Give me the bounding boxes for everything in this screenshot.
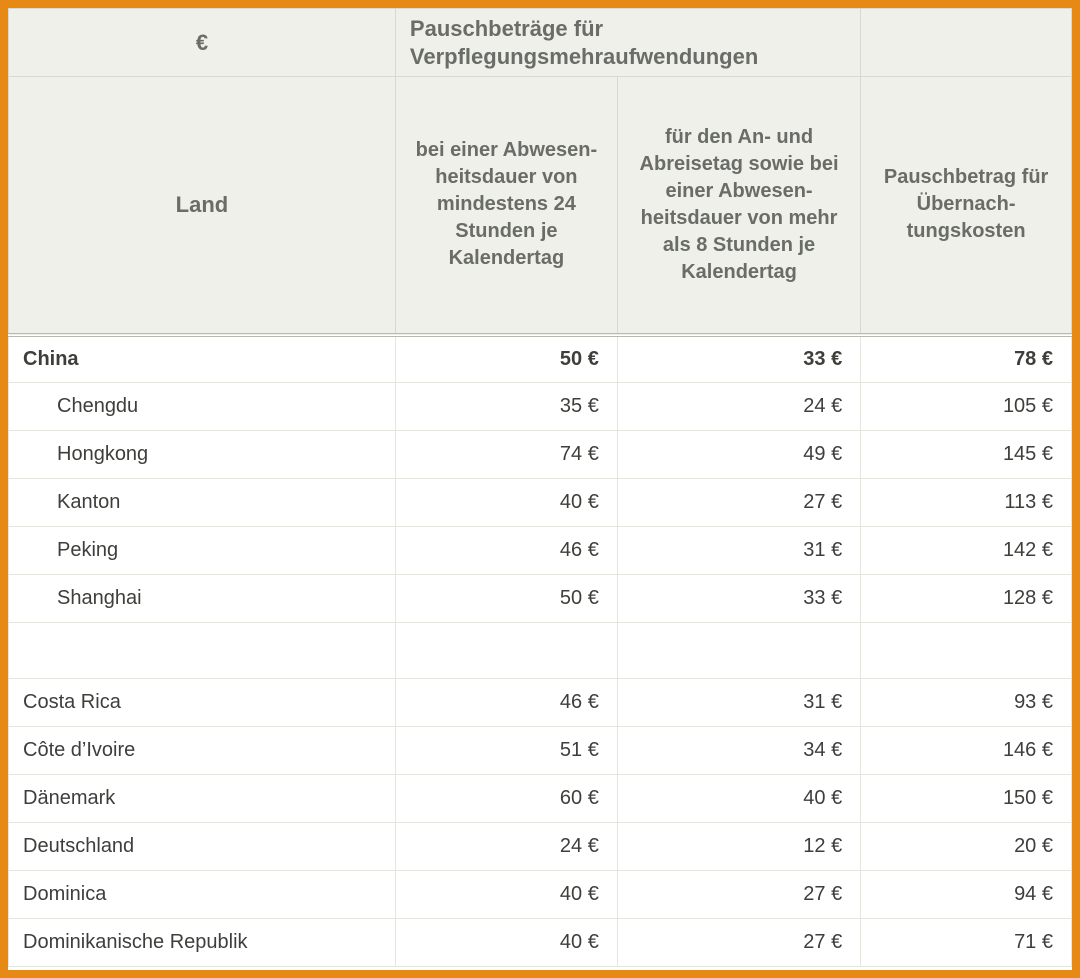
table-row: Dominikanische Republik40 €27 €71 €	[9, 919, 1072, 967]
value-8h-cell: 31 €	[617, 527, 860, 575]
value-24h-cell: 35 €	[395, 383, 617, 431]
header-euro-symbol: €	[9, 9, 396, 77]
country-name-cell: Dänemark	[9, 775, 396, 823]
country-name-cell: Dominica	[9, 871, 396, 919]
value-overnight-cell: 145 €	[861, 431, 1072, 479]
value-24h-cell: 74 €	[395, 431, 617, 479]
value-8h-cell: 33 €	[617, 575, 860, 623]
header-land: Land	[9, 77, 396, 335]
header-col-overnight: Pauschbetrag für Übernach­tungskosten	[861, 77, 1072, 335]
table-row: Côte d’Ivoire51 €34 €146 €	[9, 727, 1072, 775]
header-row-2: Land bei einer Abwesen­heitsdauer von mi…	[9, 77, 1072, 335]
value-24h-cell: 50 €	[395, 575, 617, 623]
value-overnight-cell: 93 €	[861, 679, 1072, 727]
value-overnight-cell: 105 €	[861, 383, 1072, 431]
city-name-cell: Shanghai	[9, 575, 396, 623]
table-row: Kanton40 €27 €113 €	[9, 479, 1072, 527]
country-name-cell: Costa Rica	[9, 679, 396, 727]
value-8h-cell: 40 €	[617, 775, 860, 823]
header-merged-title: Pauschbeträge für Verpflegungsmehraufwen…	[395, 9, 860, 77]
table-row: Costa Rica46 €31 €93 €	[9, 679, 1072, 727]
table-row: Dänemark60 €40 €150 €	[9, 775, 1072, 823]
city-name-cell: Peking	[9, 527, 396, 575]
value-overnight-cell: 78 €	[861, 335, 1072, 383]
header-row-1: € Pauschbeträge für Verpflegungsmehraufw…	[9, 9, 1072, 77]
per-diem-table: € Pauschbeträge für Verpflegungsmehraufw…	[8, 8, 1072, 967]
value-24h-cell: 40 €	[395, 919, 617, 967]
value-24h-cell: 46 €	[395, 679, 617, 727]
table-row: Peking46 €31 €142 €	[9, 527, 1072, 575]
value-overnight-cell: 142 €	[861, 527, 1072, 575]
city-name-cell: Hongkong	[9, 431, 396, 479]
value-8h-cell: 27 €	[617, 871, 860, 919]
value-24h-cell: 24 €	[395, 823, 617, 871]
header-empty-right	[861, 9, 1072, 77]
city-name-cell: Chengdu	[9, 383, 396, 431]
value-overnight-cell: 146 €	[861, 727, 1072, 775]
table-row: Deutschland24 €12 €20 €	[9, 823, 1072, 871]
country-name-cell: China	[9, 335, 396, 383]
table-row: Shanghai50 €33 €128 €	[9, 575, 1072, 623]
country-name-cell: Dominikanische Republik	[9, 919, 396, 967]
value-8h-cell: 12 €	[617, 823, 860, 871]
table-header: € Pauschbeträge für Verpflegungsmehraufw…	[9, 9, 1072, 335]
spacer-cell	[617, 623, 860, 679]
value-8h-cell: 49 €	[617, 431, 860, 479]
header-col-8h: für den An- und Abreisetag sowie bei ein…	[617, 77, 860, 335]
value-24h-cell: 50 €	[395, 335, 617, 383]
table-row: Dominica40 €27 €94 €	[9, 871, 1072, 919]
value-overnight-cell: 113 €	[861, 479, 1072, 527]
value-8h-cell: 27 €	[617, 479, 860, 527]
value-8h-cell: 31 €	[617, 679, 860, 727]
country-name-cell: Deutschland	[9, 823, 396, 871]
city-name-cell: Kanton	[9, 479, 396, 527]
header-merged-title-text: Pauschbeträge für Verpflegungsmehraufwen…	[410, 15, 846, 70]
value-24h-cell: 51 €	[395, 727, 617, 775]
value-overnight-cell: 128 €	[861, 575, 1072, 623]
country-name-cell: Côte d’Ivoire	[9, 727, 396, 775]
table-row: Chengdu35 €24 €105 €	[9, 383, 1072, 431]
value-overnight-cell: 150 €	[861, 775, 1072, 823]
table-row: China50 €33 €78 €	[9, 335, 1072, 383]
value-24h-cell: 46 €	[395, 527, 617, 575]
table-body: China50 €33 €78 €Chengdu35 €24 €105 €Hon…	[9, 335, 1072, 967]
spacer-cell	[395, 623, 617, 679]
value-8h-cell: 33 €	[617, 335, 860, 383]
value-24h-cell: 40 €	[395, 871, 617, 919]
table-row	[9, 623, 1072, 679]
header-col-24h: bei einer Abwesen­heitsdauer von mindest…	[395, 77, 617, 335]
value-8h-cell: 34 €	[617, 727, 860, 775]
value-overnight-cell: 71 €	[861, 919, 1072, 967]
value-overnight-cell: 20 €	[861, 823, 1072, 871]
value-overnight-cell: 94 €	[861, 871, 1072, 919]
value-8h-cell: 24 €	[617, 383, 860, 431]
table-frame: € Pauschbeträge für Verpflegungsmehraufw…	[0, 0, 1080, 978]
value-8h-cell: 27 €	[617, 919, 860, 967]
spacer-cell	[861, 623, 1072, 679]
table-row: Hongkong74 €49 €145 €	[9, 431, 1072, 479]
value-24h-cell: 60 €	[395, 775, 617, 823]
spacer-cell	[9, 623, 396, 679]
value-24h-cell: 40 €	[395, 479, 617, 527]
